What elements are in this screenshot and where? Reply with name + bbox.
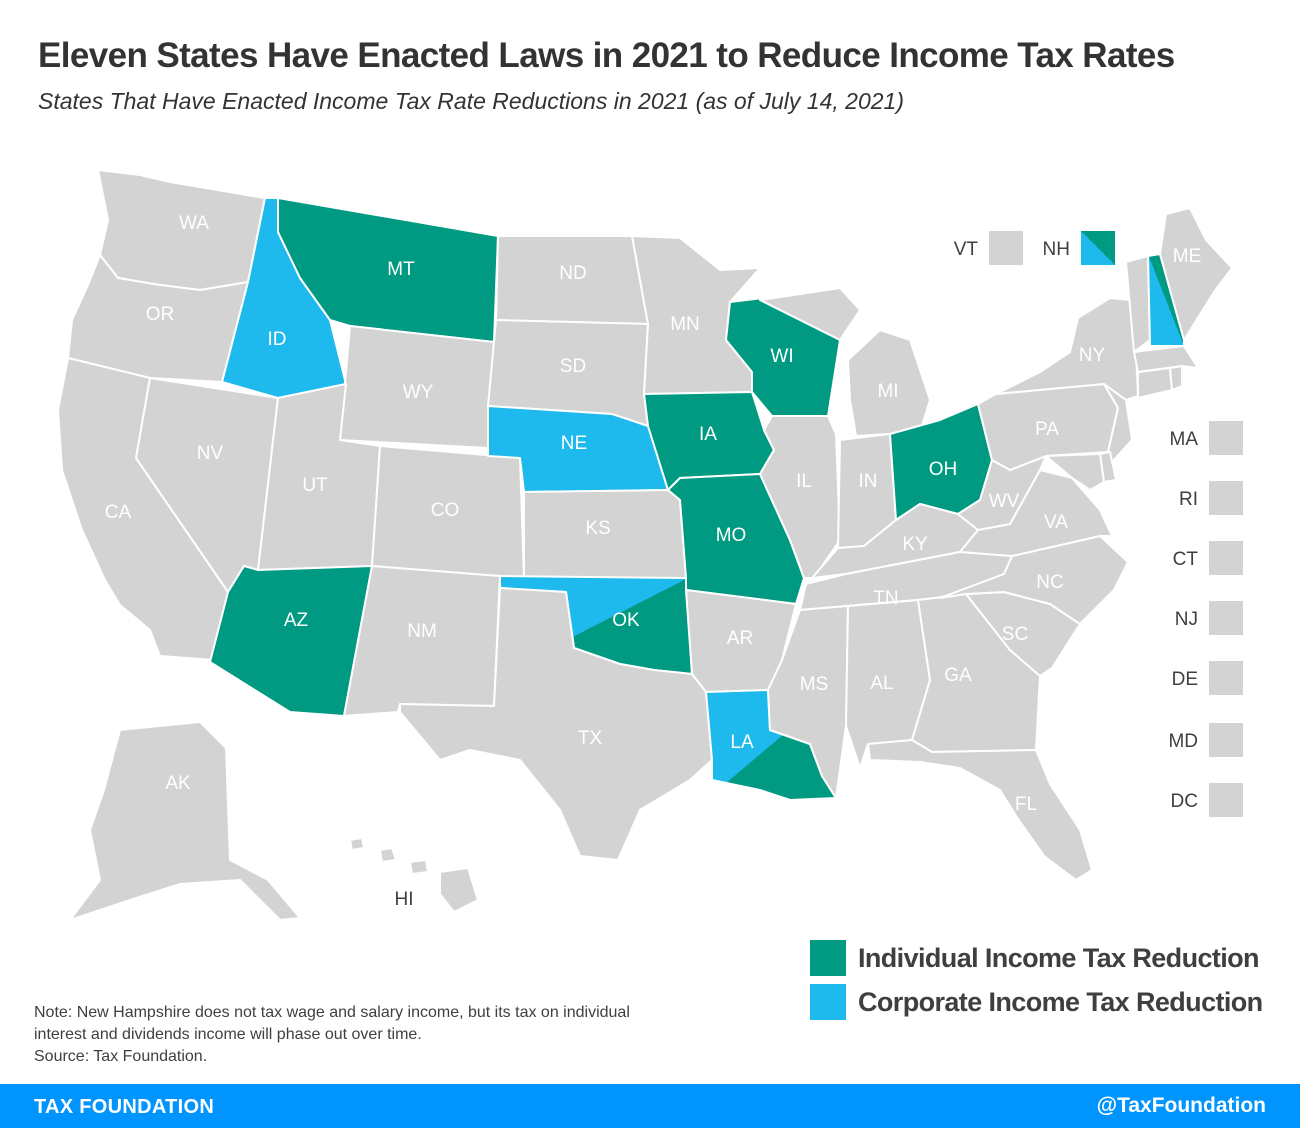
label-ms: MS <box>800 674 829 695</box>
map-title: Eleven States Have Enacted Laws in 2021 … <box>38 36 1175 75</box>
box-label-md: MD <box>1168 731 1198 752</box>
label-me: ME <box>1173 246 1202 267</box>
label-ga: GA <box>944 665 972 686</box>
label-in: IN <box>859 471 878 492</box>
label-ky: KY <box>902 534 928 555</box>
label-ks: KS <box>585 518 610 539</box>
footnote: Note: New Hampshire does not tax wage an… <box>34 1004 630 1043</box>
label-tn: TN <box>873 588 898 609</box>
label-nc: NC <box>1036 572 1063 593</box>
state-il[interactable] <box>759 415 841 579</box>
label-mo: MO <box>716 525 747 546</box>
label-ne: NE <box>561 433 587 454</box>
legend-corporate: Corporate Income Tax Reduction <box>810 984 1263 1020</box>
map-subtitle: States That Have Enacted Income Tax Rate… <box>38 88 904 114</box>
label-fl: FL <box>1015 794 1037 815</box>
label-ca: CA <box>105 502 132 523</box>
label-nd: ND <box>559 263 586 284</box>
label-sd: SD <box>560 356 586 377</box>
box-md[interactable] <box>1209 723 1243 757</box>
label-wv: WV <box>989 491 1020 512</box>
box-label-vt: VT <box>954 239 979 260</box>
legend-corporate-swatch <box>810 984 846 1020</box>
state-hi[interactable] <box>349 837 479 913</box>
box-de[interactable] <box>1209 661 1243 695</box>
label-hi: HI <box>395 889 414 910</box>
state-md[interactable] <box>1045 453 1105 491</box>
state-mi[interactable] <box>759 287 931 437</box>
label-or: OR <box>146 304 175 325</box>
label-ny: NY <box>1079 345 1106 366</box>
box-label-ma: MA <box>1170 429 1199 450</box>
us-map: WA OR CA NV ID MT WY UT AZ CO NM ND SD NE KS OK TX MN IA MO… <box>57 169 1243 921</box>
label-nv: NV <box>197 443 224 464</box>
state-ct[interactable] <box>1137 367 1173 399</box>
box-ri[interactable] <box>1209 481 1243 515</box>
label-il: IL <box>796 471 812 492</box>
box-ct[interactable] <box>1209 541 1243 575</box>
label-mn: MN <box>670 314 700 335</box>
label-ok: OK <box>612 610 640 631</box>
box-nh[interactable] <box>1081 231 1115 265</box>
label-wi: WI <box>770 346 793 367</box>
state-ak[interactable] <box>69 721 301 921</box>
state-nh[interactable] <box>1147 253 1185 347</box>
state-tx[interactable] <box>399 587 713 861</box>
label-ia: IA <box>699 424 717 445</box>
box-label-de: DE <box>1172 669 1198 690</box>
box-label-dc: DC <box>1171 791 1198 812</box>
state-me[interactable] <box>1159 207 1233 341</box>
footer-bar: TAX FOUNDATION @TaxFoundation <box>0 1084 1300 1128</box>
label-oh: OH <box>929 459 958 480</box>
label-ar: AR <box>727 628 753 649</box>
state-ny[interactable] <box>995 297 1139 401</box>
label-wa: WA <box>179 213 209 234</box>
box-label-ri: RI <box>1179 489 1198 510</box>
label-ak: AK <box>165 773 191 794</box>
state-fl[interactable] <box>867 739 1093 881</box>
label-co: CO <box>431 500 460 521</box>
label-la: LA <box>730 732 754 753</box>
state-ri[interactable] <box>1169 365 1183 391</box>
state-ma[interactable] <box>1133 345 1199 373</box>
label-va: VA <box>1044 512 1068 533</box>
legend-individual: Individual Income Tax Reduction <box>810 940 1260 976</box>
footer-brand[interactable]: TAX FOUNDATION <box>34 1096 215 1118</box>
label-wy: WY <box>403 382 434 403</box>
footer-handle[interactable]: @TaxFoundation <box>1096 1094 1266 1117</box>
box-nj[interactable] <box>1209 601 1243 635</box>
label-pa: PA <box>1035 419 1059 440</box>
box-vt[interactable] <box>989 231 1023 265</box>
label-al: AL <box>870 673 893 694</box>
label-id: ID <box>268 329 287 350</box>
legend-individual-swatch <box>810 940 846 976</box>
state-mo[interactable] <box>667 473 805 605</box>
source-note: Source: Tax Foundation. <box>34 1048 208 1065</box>
label-tx: TX <box>578 728 603 749</box>
label-ut: UT <box>302 475 328 496</box>
legend-corporate-label: Corporate Income Tax Reduction <box>858 986 1263 1017</box>
label-mt: MT <box>387 259 415 280</box>
box-label-ct: CT <box>1173 549 1199 570</box>
label-sc: SC <box>1002 624 1028 645</box>
box-label-nj: NJ <box>1175 609 1198 630</box>
box-dc[interactable] <box>1209 783 1243 817</box>
label-mi: MI <box>877 381 898 402</box>
label-nm: NM <box>407 621 437 642</box>
legend-individual-label: Individual Income Tax Reduction <box>858 942 1260 973</box>
box-ma[interactable] <box>1209 421 1243 455</box>
label-az: AZ <box>284 610 309 631</box>
box-label-nh: NH <box>1043 239 1070 260</box>
